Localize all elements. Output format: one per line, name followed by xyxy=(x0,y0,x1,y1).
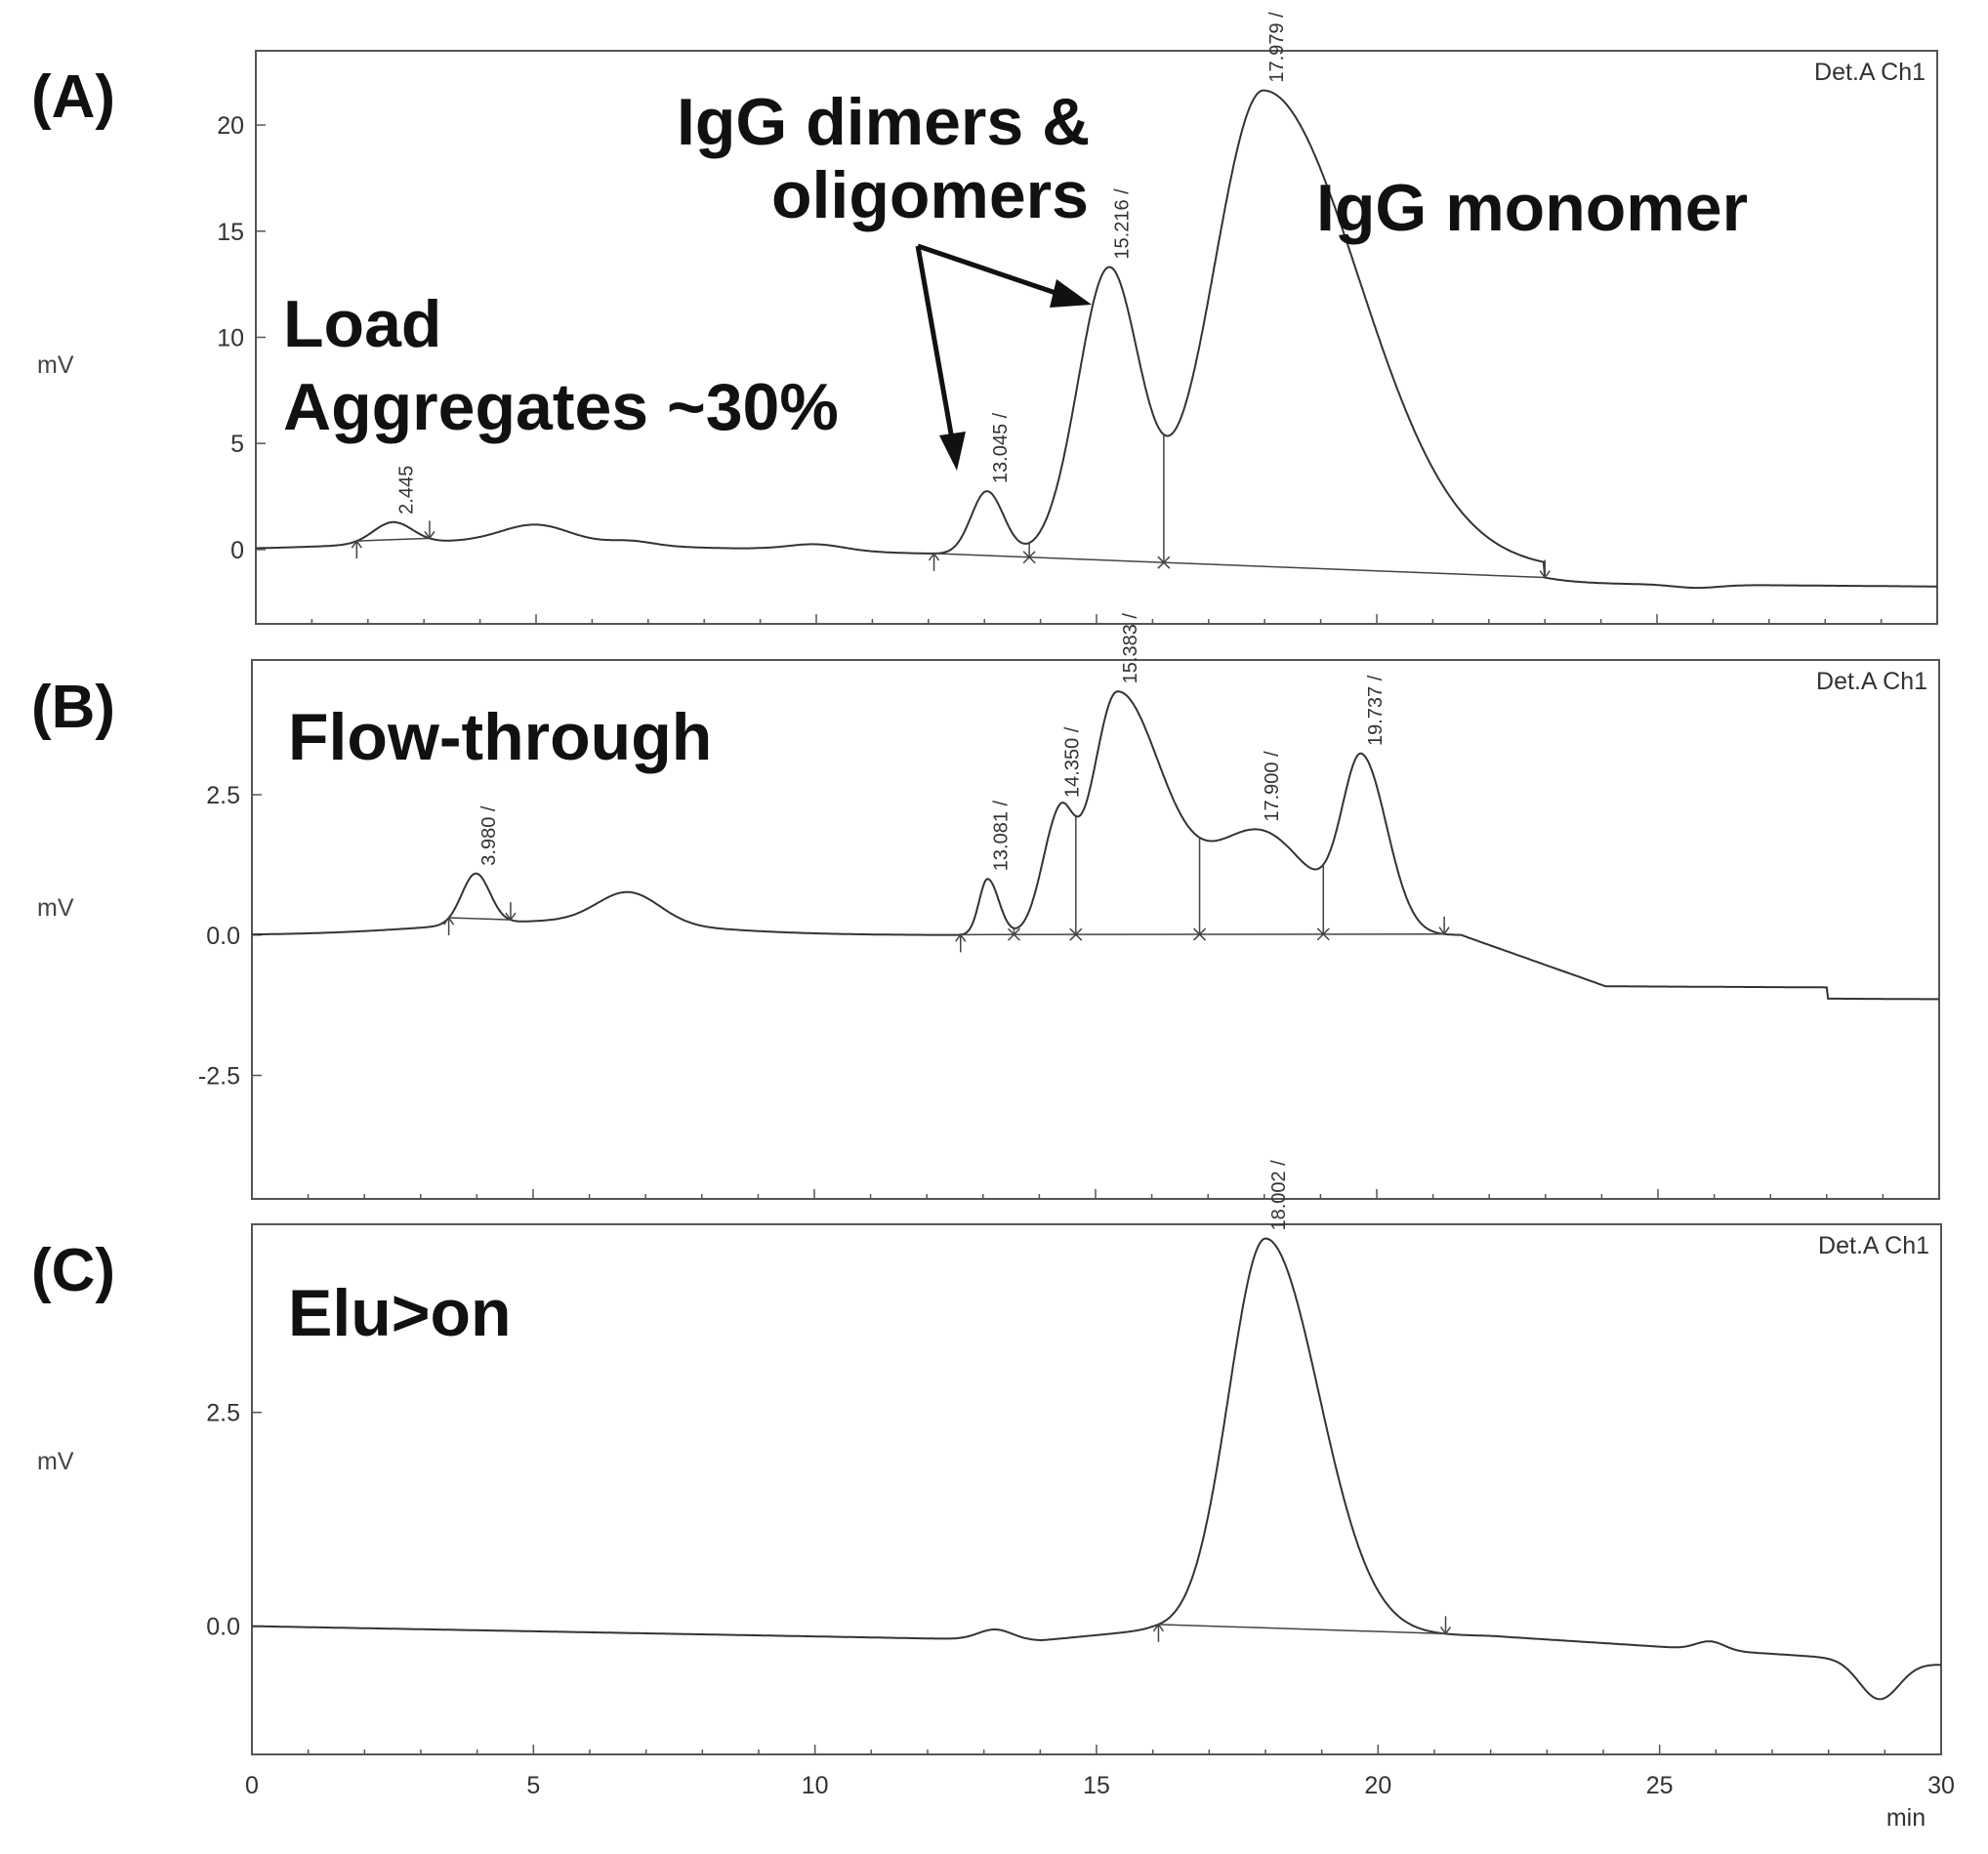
peak-rt-label: 18.002 / xyxy=(1268,1160,1290,1231)
panel-c-letter: (C) xyxy=(31,1237,115,1304)
peak-rt-label: 3.980 / xyxy=(478,805,500,866)
panel-b-detector-label: Det.A Ch1 xyxy=(1816,668,1927,695)
panel-c-y-tick-label: 0.0 xyxy=(206,1614,240,1641)
annotation-dimers-line-1: IgG dimers & xyxy=(677,85,1090,159)
panel-c-integration-marker xyxy=(1152,1623,1165,1642)
panel-b-letter: (B) xyxy=(31,674,115,741)
panel-a-integration-marker xyxy=(351,539,362,559)
panel-c-traces: 18.002 / xyxy=(251,1160,1941,1701)
panel-c-detector-label: Det.A Ch1 xyxy=(1818,1232,1929,1259)
panel-b-y-tick-label: 0.0 xyxy=(206,923,240,950)
panel-a-integration-baseline xyxy=(356,537,430,542)
annotation-monomer: IgG monomer xyxy=(1316,171,1748,245)
x-tick-label: 15 xyxy=(1083,1772,1110,1799)
panel-c-label-line-1: Elu>on xyxy=(288,1276,512,1350)
peak-rt-label: 15.383 / xyxy=(1120,613,1141,684)
panel-a-traces: 2.445 13.045 / 15.216 / 17.979 / xyxy=(256,12,1937,590)
x-tick-label: 25 xyxy=(1646,1772,1674,1799)
panel-b-integration-marker xyxy=(505,902,517,922)
panel-b-y-tick-label: -2.5 xyxy=(198,1063,240,1091)
peak-rt-label: 14.350 / xyxy=(1062,726,1084,798)
panel-b-ticks: -2.5 0.0 2.5 xyxy=(198,782,1940,1199)
panel-b-integration-marker xyxy=(442,916,455,936)
panel-b-integration-baseline xyxy=(448,917,511,921)
panel-a-integration-marker xyxy=(928,552,940,571)
panel-a-integration-baseline xyxy=(933,553,1546,579)
x-tick-label: 0 xyxy=(245,1772,259,1799)
arrow-to-15216-peak xyxy=(917,243,1062,298)
panel-a-y-tick-label: 20 xyxy=(217,112,244,140)
panel-c: (C) Elu>on Det.A Ch1 mV 0.0 2.5 0 5 10 15 20 25… xyxy=(31,1160,1955,1832)
panel-b-integration-marker xyxy=(1193,927,1207,941)
x-tick-label: 20 xyxy=(1364,1772,1391,1799)
x-tick-label: 30 xyxy=(1927,1772,1955,1799)
panel-b-integration-baseline xyxy=(960,932,1445,936)
panel-c-y-unit: mV xyxy=(37,1448,74,1475)
x-tick-label: 5 xyxy=(526,1772,540,1799)
panel-a-integration-marker xyxy=(1157,556,1171,569)
panel-a-y-tick-label: 0 xyxy=(230,537,244,564)
panel-a-detector-label: Det.A Ch1 xyxy=(1814,59,1926,86)
arrowhead-to-13045-peak xyxy=(939,432,966,471)
panel-a-y-tick-label: 5 xyxy=(230,431,244,458)
arrow-to-13045-peak xyxy=(915,245,955,440)
panel-b-integration-marker xyxy=(1007,927,1021,941)
panel-b: (B) Flow-through Det.A Ch1 mV -2.5 0.0 2.5… xyxy=(31,613,1940,1200)
panel-b-label-line-1: Flow-through xyxy=(288,700,712,774)
panel-a-letter: (A) xyxy=(31,63,115,131)
panel-a-integration-marker xyxy=(1539,559,1551,579)
panel-b-integration-marker xyxy=(1438,916,1450,936)
panel-a-integration-marker xyxy=(1022,551,1036,564)
x-axis-unit: min xyxy=(1886,1804,1926,1832)
panel-c-integration-marker xyxy=(1439,1616,1452,1635)
panel-a-y-unit: mV xyxy=(37,351,74,379)
peak-rt-label: 13.081 / xyxy=(990,800,1012,871)
panel-a-annotations: IgG dimers & oligomers IgG monomer xyxy=(677,85,1748,471)
panel-a-plot-frame xyxy=(255,50,1938,625)
panel-b-integration-marker xyxy=(1069,927,1083,941)
panel-b-integration-marker xyxy=(955,933,967,953)
panel-b-integration-marker xyxy=(1316,927,1330,941)
panel-b-y-unit: mV xyxy=(37,894,74,922)
panel-c-chromatogram-trace xyxy=(251,1237,1941,1701)
panel-c-ticks: 0.0 2.5 0 5 10 15 20 25 30 xyxy=(206,1400,1955,1799)
panel-b-chromatogram-trace xyxy=(252,690,1939,1001)
annotation-dimers-line-2: oligomers xyxy=(771,158,1089,232)
panel-b-traces: 3.980 / 13.081 / 14.350 / 15.383 / 17.900 / 1… xyxy=(252,613,1939,1001)
panel-c-y-tick-label: 2.5 xyxy=(206,1400,240,1427)
panel-b-y-tick-label: 2.5 xyxy=(206,782,240,809)
panel-a-label-line-2: Aggregates ~30% xyxy=(283,370,839,444)
panel-a-ticks: 0 5 10 15 20 xyxy=(217,112,1938,624)
peak-rt-label: 2.445 xyxy=(395,466,417,515)
panel-a-label-line-1: Load xyxy=(283,287,441,361)
peak-rt-label: 17.900 / xyxy=(1262,751,1283,822)
peak-rt-label: 19.737 / xyxy=(1365,675,1387,746)
arrowhead-to-15216-peak xyxy=(1050,279,1092,308)
panel-a: (A) Load Aggregates ~30% Det.A Ch1 mV 0 5… xyxy=(31,12,1938,625)
peak-rt-label: 15.216 / xyxy=(1111,188,1133,260)
peak-rt-label: 17.979 / xyxy=(1266,12,1288,83)
peak-rt-label: 13.045 / xyxy=(990,412,1012,483)
x-tick-label: 10 xyxy=(802,1772,829,1799)
panel-a-chromatogram-trace xyxy=(256,89,1937,590)
panel-a-y-tick-label: 15 xyxy=(217,219,244,246)
panel-a-y-tick-label: 10 xyxy=(217,325,244,352)
panel-c-integration-baseline xyxy=(1158,1624,1446,1635)
panel-a-integration-marker xyxy=(424,520,435,540)
